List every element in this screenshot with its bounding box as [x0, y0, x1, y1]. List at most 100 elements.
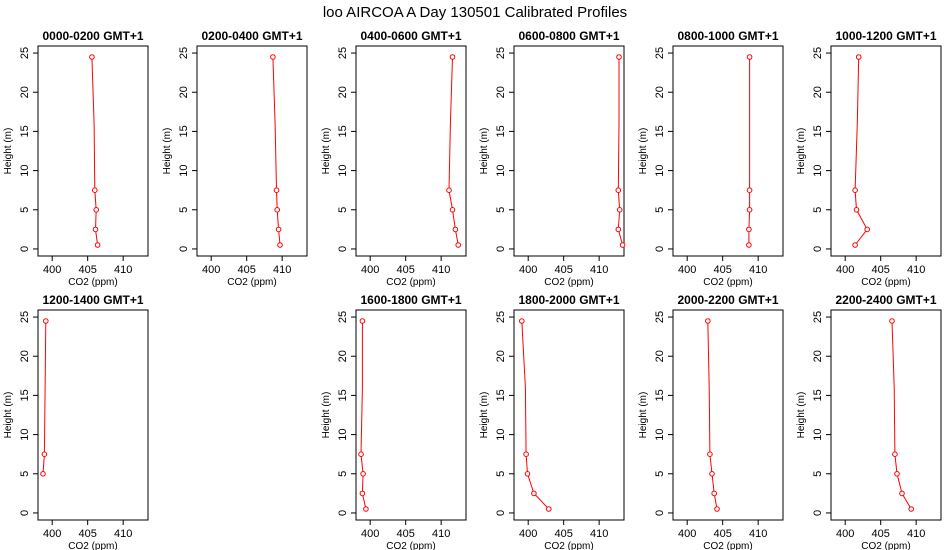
profile-point [358, 451, 364, 458]
x-tick-label: 400 [43, 528, 61, 540]
y-tick-label: 5 [19, 471, 31, 477]
profile-point [531, 490, 537, 497]
profile-line [617, 57, 624, 246]
profile-point [615, 187, 622, 193]
y-axis-label: Height (m) [321, 128, 332, 175]
y-tick-label: 10 [812, 164, 824, 176]
y-axis-label: Height (m) [479, 392, 490, 439]
plot-frame [355, 309, 467, 521]
y-tick-label: 5 [337, 471, 349, 477]
profile-point [852, 187, 858, 193]
y-tick-label: 0 [812, 510, 824, 516]
x-tick-label: 405 [871, 528, 889, 540]
x-tick-label: 405 [396, 528, 414, 540]
profile-point [908, 506, 915, 512]
y-tick-label: 20 [812, 350, 824, 362]
y-tick-label: 25 [19, 47, 31, 59]
profile-point [714, 506, 720, 512]
x-tick-label: 405 [237, 264, 255, 276]
profile-point [853, 207, 860, 213]
panel-title: 1000-1200 GMT+1 [835, 29, 936, 43]
plot-frame [672, 309, 784, 521]
profile-point [360, 471, 366, 477]
x-axis-label: CO2 (ppm) [68, 541, 117, 550]
y-axis-label: Height (m) [638, 128, 649, 175]
profile-line [707, 320, 718, 510]
x-axis-label: CO2 (ppm) [386, 541, 435, 550]
profile-point [889, 318, 895, 324]
profile-line [448, 56, 459, 246]
profile-point [270, 54, 276, 60]
x-tick-label: 405 [554, 528, 572, 540]
profile-point [43, 318, 49, 324]
profile-point [705, 318, 711, 324]
y-tick-label: 25 [495, 47, 507, 59]
y-tick-label: 20 [337, 86, 349, 98]
y-tick-label: 15 [178, 125, 190, 137]
profile-line [854, 56, 868, 246]
profile-point [41, 451, 48, 458]
x-tick-label: 405 [871, 264, 889, 276]
profile-point [274, 207, 281, 213]
profile-point [359, 490, 366, 497]
y-tick-label: 25 [654, 47, 666, 59]
y-tick-label: 25 [495, 311, 507, 323]
y-tick-label: 20 [812, 86, 824, 98]
y-tick-label: 5 [19, 207, 31, 213]
y-tick-label: 25 [19, 311, 31, 323]
y-tick-label: 0 [178, 246, 190, 252]
profile-point [707, 451, 713, 458]
panel-title: 1800-2000 GMT+1 [518, 293, 619, 307]
y-tick-label: 0 [654, 510, 666, 516]
profile-point [93, 207, 99, 213]
x-tick-label: 410 [273, 264, 291, 276]
profile-point [746, 226, 752, 233]
y-tick-label: 15 [812, 125, 824, 137]
profile-point [899, 490, 905, 497]
profile-point [523, 451, 529, 458]
panel-title: 1600-1800 GMT+1 [360, 293, 461, 307]
y-tick-label: 0 [337, 246, 349, 252]
x-axis-label: CO2 (ppm) [861, 541, 910, 550]
panel-title: 0600-0800 GMT+1 [518, 29, 619, 43]
y-axis-label: Height (m) [3, 392, 14, 439]
profile-point [359, 318, 366, 324]
y-axis-label: Height (m) [162, 128, 173, 175]
y-tick-label: 5 [812, 207, 824, 213]
y-tick-label: 15 [19, 125, 31, 137]
y-tick-label: 20 [495, 350, 507, 362]
panel-title: 0400-0600 GMT+1 [360, 29, 461, 43]
y-tick-label: 20 [654, 86, 666, 98]
x-tick-label: 400 [678, 264, 696, 276]
x-tick-label: 410 [590, 264, 608, 276]
profile-point [864, 226, 871, 233]
y-tick-label: 25 [337, 311, 349, 323]
profile-point [277, 242, 283, 248]
x-tick-label: 405 [78, 264, 96, 276]
profile-point [746, 187, 753, 193]
x-tick-label: 400 [202, 264, 220, 276]
x-tick-label: 400 [836, 528, 854, 540]
profile-point [746, 54, 753, 60]
profile-point [616, 54, 622, 60]
y-tick-label: 20 [19, 350, 31, 362]
profile-point [894, 471, 900, 477]
y-axis-label: Height (m) [796, 128, 807, 175]
x-axis-label: CO2 (ppm) [68, 277, 117, 288]
y-tick-label: 0 [495, 510, 507, 516]
y-tick-label: 20 [19, 86, 31, 98]
panel-title: 2000-2200 GMT+1 [677, 293, 778, 307]
profile-point [452, 226, 459, 233]
y-tick-label: 15 [337, 125, 349, 137]
x-tick-label: 400 [361, 528, 379, 540]
y-tick-label: 10 [495, 164, 507, 176]
x-tick-label: 405 [78, 528, 96, 540]
